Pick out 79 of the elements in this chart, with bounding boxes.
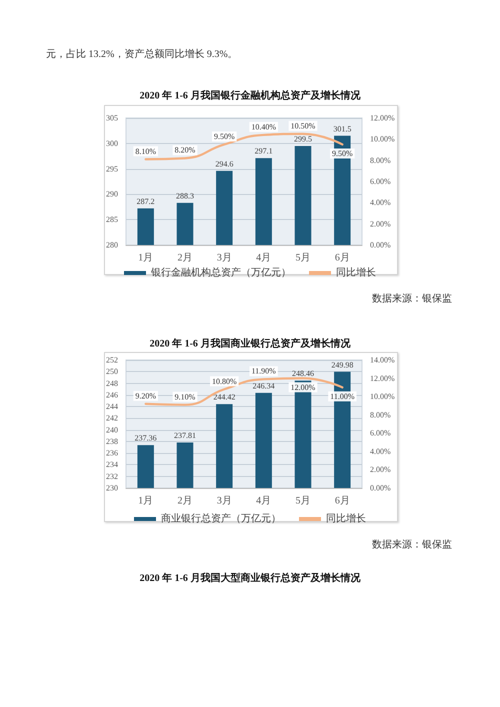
- data-label: 10.40%: [251, 122, 276, 132]
- y-tick-label: 285: [106, 215, 118, 224]
- x-tick-label: 2月: [178, 496, 192, 506]
- data-label: 248.46: [292, 369, 314, 378]
- y-tick-label: 290: [106, 190, 118, 199]
- source-note: 数据来源：银保监: [372, 292, 452, 304]
- data-label: 246.34: [252, 381, 275, 390]
- y-tick-label: 250: [106, 367, 118, 376]
- y2-tick-label: 2.00%: [370, 219, 391, 228]
- y-tick-label: 246: [106, 390, 118, 400]
- y-tick-label: 232: [106, 472, 118, 481]
- y-tick-label: 300: [106, 138, 118, 148]
- x-tick-label: 2月: [178, 252, 192, 264]
- text: 元，占比 13.2%，资产总额同比增长 9.3%。: [46, 48, 239, 62]
- source-note: 数据来源：银保监: [372, 538, 452, 550]
- y-tick-label: 242: [106, 414, 118, 423]
- y2-tick-label: 8.00%: [370, 156, 391, 165]
- data-label: 288.3: [176, 191, 194, 200]
- data-label: 297.1: [254, 146, 273, 156]
- y2-tick-label: 0.00%: [370, 240, 391, 250]
- x-tick-label: 5月: [296, 496, 310, 506]
- y-tick-label: 244: [106, 402, 118, 412]
- y2-tick-label: 0.00%: [370, 484, 391, 492]
- x-tick-label: 6月: [334, 252, 350, 264]
- data-label: 8.20%: [174, 146, 196, 155]
- y2-tick-label: 6.00%: [370, 177, 391, 186]
- y-tick-label: 295: [106, 164, 118, 174]
- chart-title: 2020 年 1-6 月我国银行金融机构总资产及增长情况: [140, 90, 362, 102]
- x-tick-label: 4月: [256, 252, 272, 264]
- chart-title: 2020 年 1-6 月我国商业银行总资产及增长情况: [150, 338, 352, 350]
- data-label: 12.00%: [290, 382, 316, 392]
- legend-label: 同比增长: [336, 266, 376, 278]
- y-tick-label: 248: [106, 378, 118, 388]
- y-tick-label: 234: [106, 460, 118, 470]
- x-tick-label: 1月: [138, 252, 154, 264]
- y2-tick-label: 6.00%: [370, 428, 391, 438]
- data-label: 9.10%: [174, 392, 196, 402]
- y2-tick-label: 10.00%: [370, 134, 395, 144]
- data-label: 9.50%: [214, 132, 235, 141]
- y-tick-label: 280: [106, 240, 118, 250]
- data-label: 301.5: [333, 124, 352, 134]
- y2-tick-label: 8.00%: [370, 410, 391, 420]
- data-label: 10.80%: [212, 376, 237, 386]
- data-label: 9.20%: [135, 391, 156, 400]
- y-tick-label: 238: [106, 436, 118, 446]
- data-label: 244.42: [213, 392, 236, 402]
- x-tick-label: 3月: [216, 496, 232, 506]
- data-label: 294.6: [215, 159, 234, 168]
- data-label: 9.50%: [332, 148, 353, 158]
- y-tick-label: 252: [106, 356, 118, 364]
- data-label: 237.36: [134, 434, 157, 443]
- x-tick-label: 4月: [256, 496, 272, 506]
- y-tick-label: 305: [106, 114, 118, 122]
- y-tick-label: 230: [106, 484, 118, 492]
- y-tick-label: 240: [106, 425, 118, 434]
- y2-tick-label: 2.00%: [370, 465, 391, 474]
- x-tick-label: 5月: [296, 252, 310, 264]
- x-tick-label: 3月: [216, 252, 232, 264]
- data-label: 8.10%: [135, 146, 156, 156]
- data-label: 237.81: [174, 431, 196, 440]
- data-label: 11.90%: [251, 366, 276, 376]
- y2-tick-label: 4.00%: [370, 198, 391, 208]
- data-label: 11.00%: [330, 392, 355, 401]
- legend-label: 商业银行总资产（万亿元）: [161, 512, 281, 524]
- text: 2020 年 1-6 月我国大型商业银行总资产及增长情况: [138, 572, 362, 586]
- data-label: 299.5: [294, 134, 312, 144]
- legend-label: 同比增长: [326, 512, 366, 524]
- x-tick-label: 6月: [334, 496, 350, 506]
- y2-tick-label: 14.00%: [370, 356, 395, 364]
- y2-tick-label: 4.00%: [370, 446, 391, 456]
- data-label: 10.50%: [290, 121, 316, 130]
- y-tick-label: 236: [106, 448, 118, 458]
- x-tick-label: 1月: [138, 496, 154, 506]
- legend-label: 银行金融机构总资产（万亿元）: [150, 266, 291, 278]
- y2-tick-label: 12.00%: [370, 374, 395, 383]
- data-label: 287.2: [136, 196, 155, 206]
- y2-tick-label: 10.00%: [370, 392, 395, 402]
- data-label: 249.98: [331, 360, 354, 370]
- y2-tick-label: 12.00%: [370, 114, 395, 122]
